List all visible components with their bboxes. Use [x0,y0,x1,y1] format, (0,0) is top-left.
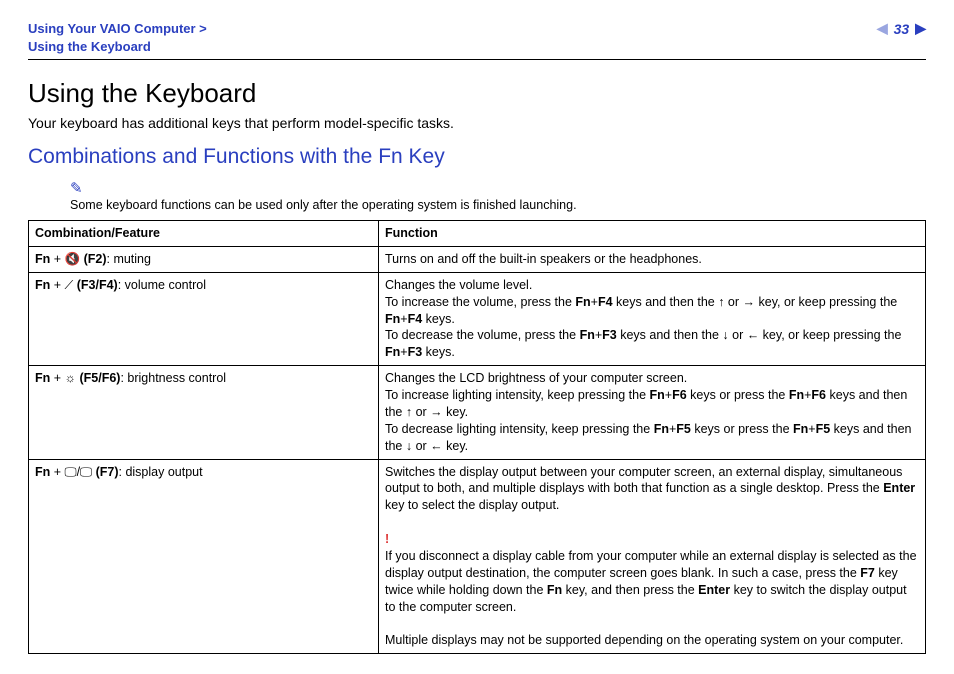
cell-combo: Fn + ☼ (F5/F6): brightness control [29,366,379,459]
table-row: Fn + 🖵/🖵 (F7): display output Switches t… [29,459,926,654]
intro-text: Your keyboard has additional keys that p… [28,115,926,131]
fn-key-table: Combination/Feature Function Fn + 🔇 (F2)… [28,220,926,654]
page-title: Using the Keyboard [28,78,926,109]
cell-func: Turns on and off the built-in speakers o… [379,246,926,272]
table-row: Fn + 🔇 (F2): muting Turns on and off the… [29,246,926,272]
breadcrumb: Using Your VAIO Computer > Using the Key… [28,20,207,55]
note-text: Some keyboard functions can be used only… [70,198,577,212]
next-page-icon[interactable]: ▶ [915,20,926,37]
table-row: Fn + ⟋ (F3/F4): volume control Changes t… [29,272,926,365]
table-row: Fn + ☼ (F5/F6): brightness control Chang… [29,366,926,459]
note-icon: ✎ [70,180,83,197]
cell-func: Switches the display output between your… [379,459,926,654]
pager: ◀ 33 ▶ [877,20,926,37]
breadcrumb-line1: Using Your VAIO Computer > [28,21,207,36]
cell-combo: Fn + 🖵/🖵 (F7): display output [29,459,379,654]
page-number: 33 [894,21,910,37]
cell-combo: Fn + 🔇 (F2): muting [29,246,379,272]
note-block: ✎ Some keyboard functions can be used on… [70,179,926,212]
th-function: Function [379,221,926,247]
cell-combo: Fn + ⟋ (F3/F4): volume control [29,272,379,365]
th-combination: Combination/Feature [29,221,379,247]
prev-page-icon[interactable]: ◀ [877,20,888,37]
cell-func: Changes the LCD brightness of your compu… [379,366,926,459]
page-header: Using Your VAIO Computer > Using the Key… [28,20,926,60]
cell-func: Changes the volume level.To increase the… [379,272,926,365]
breadcrumb-line2: Using the Keyboard [28,39,151,54]
section-heading: Combinations and Functions with the Fn K… [28,145,926,169]
